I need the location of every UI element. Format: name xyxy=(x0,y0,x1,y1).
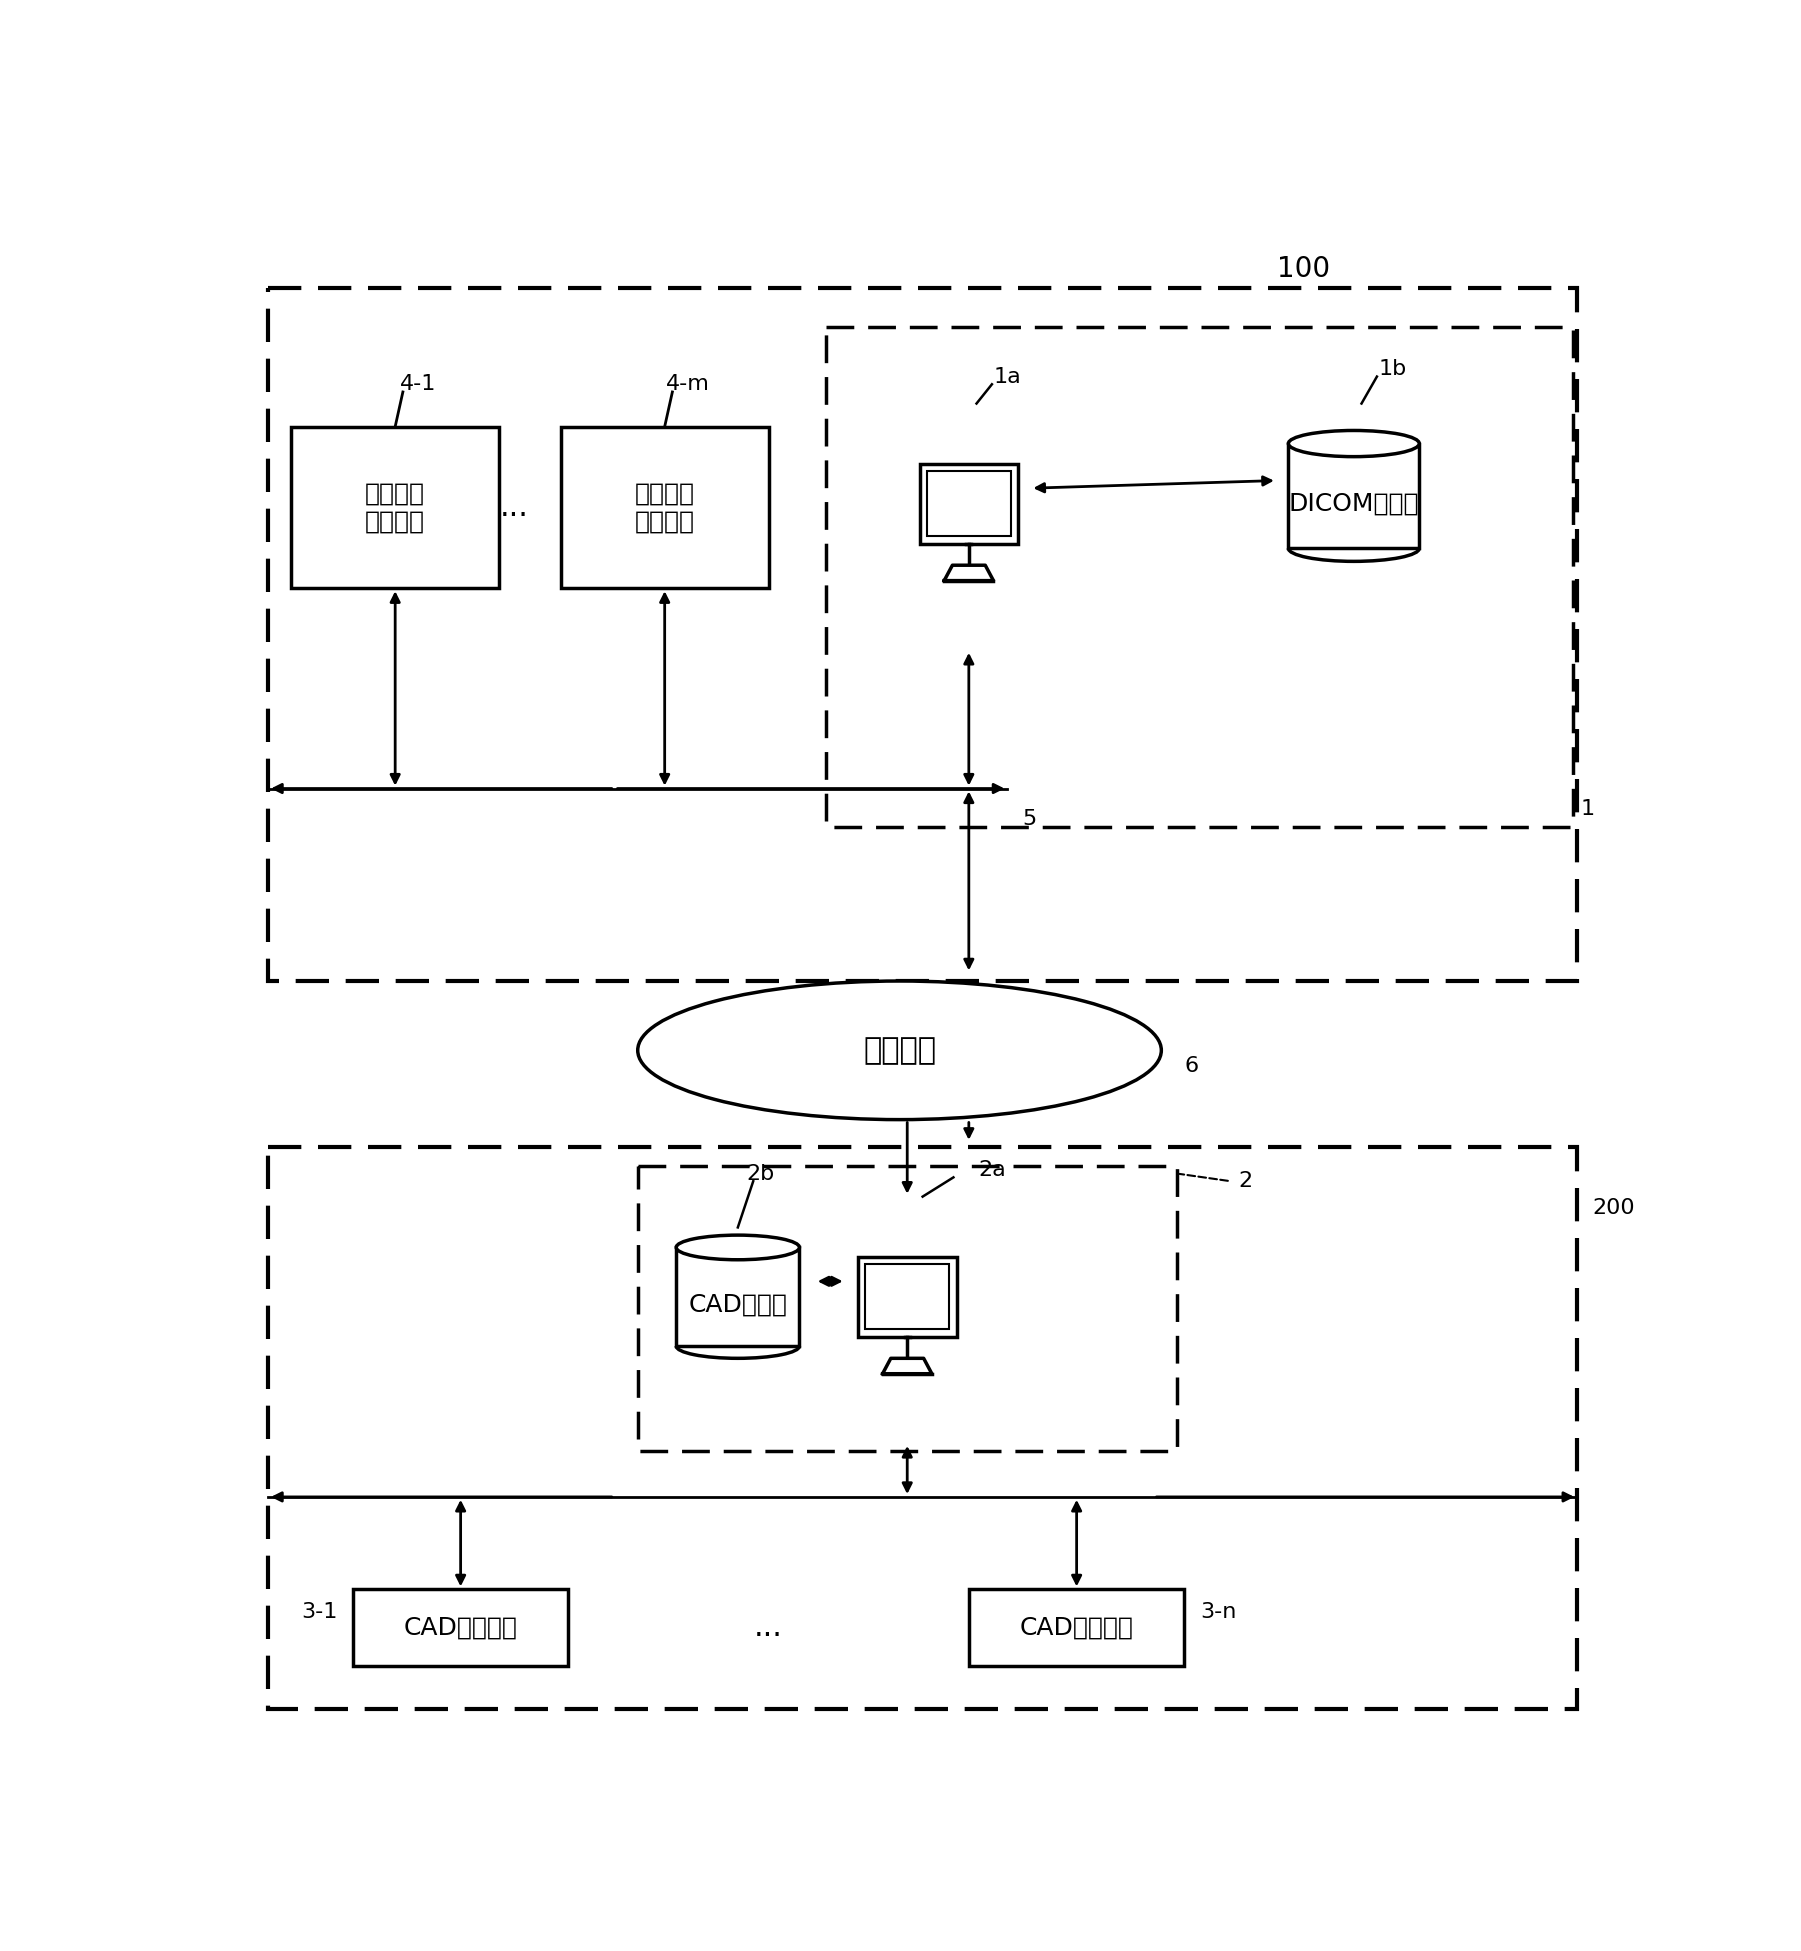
Text: ...: ... xyxy=(755,1613,783,1643)
Text: 4-1: 4-1 xyxy=(400,375,436,394)
Bar xyxy=(827,326,1574,827)
Text: CAD处理装置: CAD处理装置 xyxy=(1019,1615,1133,1641)
Text: 3-n: 3-n xyxy=(1199,1602,1235,1623)
Text: DICOM数据库: DICOM数据库 xyxy=(1288,492,1419,515)
Text: 100: 100 xyxy=(1277,256,1329,283)
Ellipse shape xyxy=(638,981,1162,1120)
Polygon shape xyxy=(944,566,994,581)
Text: CAD处理装置: CAD处理装置 xyxy=(403,1615,517,1641)
Text: 2: 2 xyxy=(1239,1171,1252,1192)
Bar xyxy=(864,1264,949,1329)
Ellipse shape xyxy=(1288,431,1419,457)
Text: 2a: 2a xyxy=(978,1159,1005,1180)
Text: 4-m: 4-m xyxy=(666,375,710,394)
Text: 3-1: 3-1 xyxy=(301,1602,337,1623)
Bar xyxy=(268,1147,1578,1709)
Polygon shape xyxy=(882,1358,931,1374)
Bar xyxy=(292,427,499,589)
Bar xyxy=(969,1590,1185,1666)
Text: 1b: 1b xyxy=(1378,359,1407,378)
Text: CAD数据库: CAD数据库 xyxy=(688,1292,787,1317)
Bar xyxy=(560,427,769,589)
Bar xyxy=(675,1247,800,1346)
Text: 1: 1 xyxy=(1581,800,1596,819)
Bar xyxy=(857,1256,956,1336)
Bar xyxy=(1288,443,1419,548)
Bar xyxy=(928,470,1010,537)
Bar xyxy=(638,1167,1176,1452)
Ellipse shape xyxy=(675,1235,800,1260)
Text: ...: ... xyxy=(501,494,529,523)
Text: 5: 5 xyxy=(1023,810,1037,829)
Text: 200: 200 xyxy=(1592,1198,1635,1217)
Text: 6: 6 xyxy=(1185,1055,1198,1075)
Text: 医用图像
诊断装置: 医用图像 诊断装置 xyxy=(366,482,425,533)
Text: 通信网络: 通信网络 xyxy=(863,1036,937,1065)
Text: 医用图像
诊断装置: 医用图像 诊断装置 xyxy=(634,482,695,533)
Bar xyxy=(353,1590,569,1666)
Text: 2b: 2b xyxy=(747,1163,774,1184)
Bar xyxy=(268,289,1578,981)
Text: 1a: 1a xyxy=(994,367,1021,386)
Bar xyxy=(920,464,1018,544)
